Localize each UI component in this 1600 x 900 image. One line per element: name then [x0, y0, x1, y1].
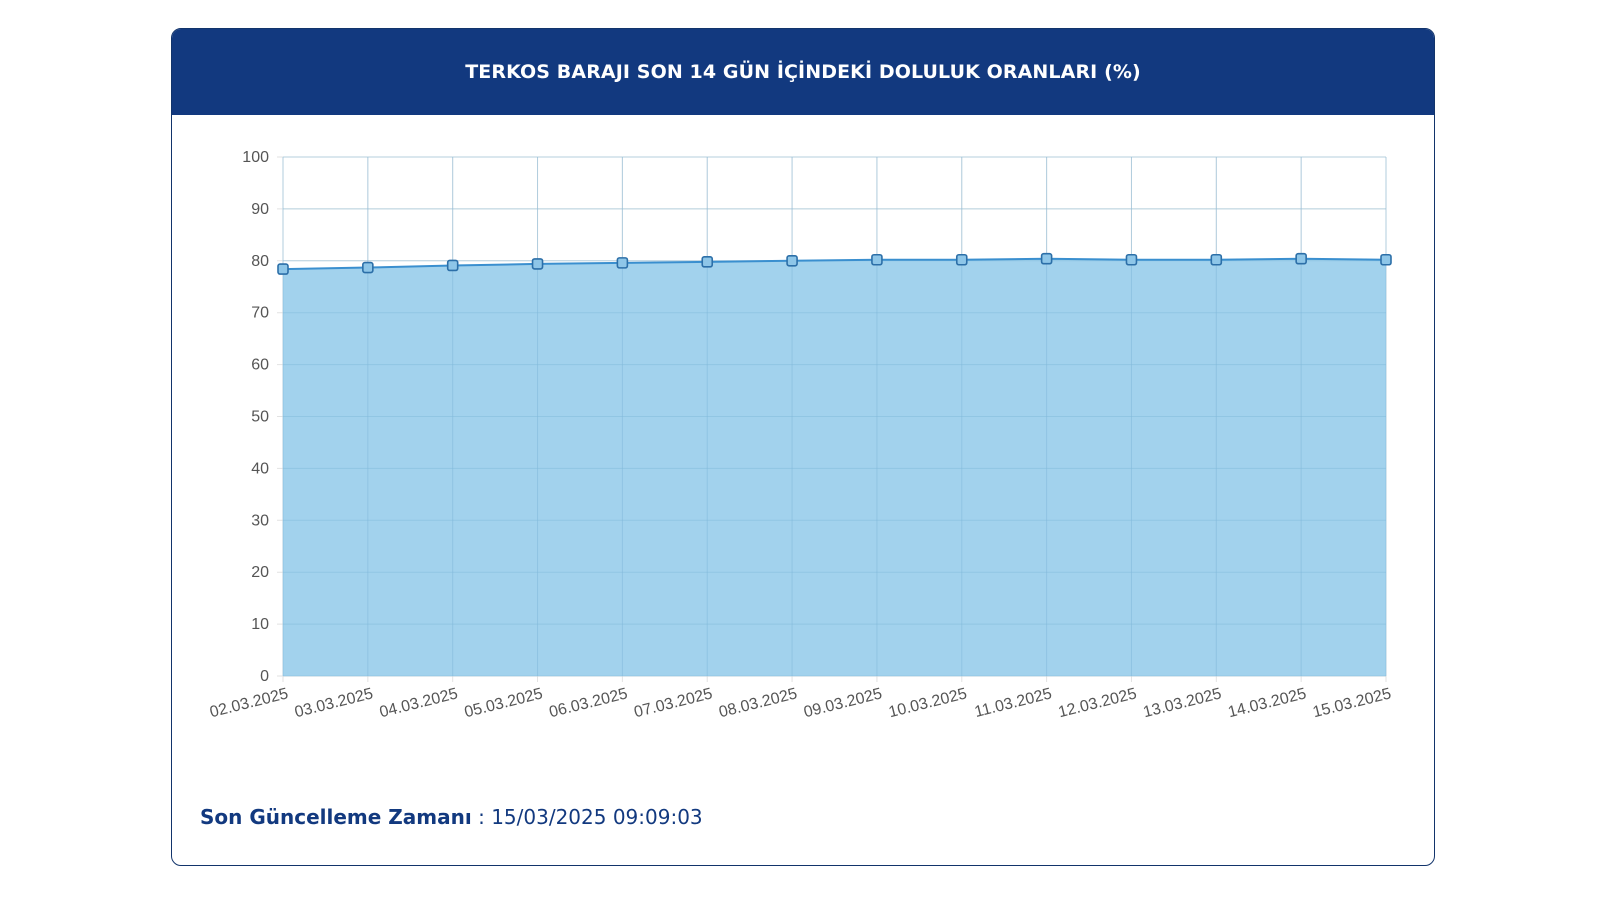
x-tick-label: 04.03.2025 [378, 685, 460, 721]
x-tick-label: 03.03.2025 [293, 685, 375, 721]
area-series [282, 156, 1387, 677]
x-tick-label: 11.03.2025 [973, 685, 1054, 721]
last-update: Son Güncelleme Zamanı : 15/03/2025 09:09… [200, 805, 703, 829]
data-point [531, 258, 544, 270]
x-tick-label: 06.03.2025 [548, 685, 630, 721]
y-tick-label: 100 [242, 149, 269, 166]
data-point [1380, 253, 1392, 266]
x-tick-label: 07.03.2025 [632, 685, 714, 721]
x-tick-label: 13.03.2025 [1141, 685, 1223, 721]
card-header: TERKOS BARAJI SON 14 GÜN İÇİNDEKİ DOLULU… [172, 29, 1434, 115]
y-tick-label: 50 [251, 409, 269, 426]
x-tick-label: 05.03.2025 [463, 685, 545, 721]
y-axis: 0 10 20 30 40 50 60 70 80 90 100 [242, 149, 269, 685]
x-tick-label: 14.03.2025 [1226, 685, 1308, 721]
x-tick-label: 12.03.2025 [1057, 685, 1139, 721]
data-point [701, 256, 714, 268]
y-tick-label: 70 [251, 305, 269, 322]
y-tick-label: 0 [260, 668, 269, 685]
y-tick-label: 40 [251, 460, 269, 477]
x-tick-label: 02.03.2025 [208, 685, 290, 721]
series-line [282, 257, 1387, 271]
y-tick-label: 10 [251, 616, 269, 633]
x-tick-label: 09.03.2025 [802, 685, 884, 721]
y-tick-label: 90 [251, 201, 269, 218]
y-tick-label: 20 [251, 564, 269, 581]
data-point [1040, 252, 1053, 265]
data-point [616, 257, 629, 269]
data-point [1125, 253, 1138, 266]
data-point [1295, 252, 1307, 265]
data-point [786, 255, 798, 267]
data-point [446, 259, 459, 272]
data-point [1210, 253, 1223, 266]
x-tick-label: 10.03.2025 [887, 685, 969, 721]
data-point [362, 261, 374, 274]
area-fill [283, 258, 1386, 676]
x-tick-label: 15.03.2025 [1311, 685, 1393, 721]
last-update-label: Son Güncelleme Zamanı [200, 805, 472, 829]
data-point [955, 253, 968, 266]
y-tick-label: 60 [251, 357, 269, 374]
data-point [871, 253, 883, 266]
last-update-separator: : [471, 805, 492, 829]
chart-title: TERKOS BARAJI SON 14 GÜN İÇİNDEKİ DOLULU… [465, 61, 1141, 83]
data-points [277, 252, 1392, 275]
y-tick-label: 80 [251, 253, 269, 270]
data-point [277, 263, 289, 275]
y-tick-label: 30 [251, 512, 269, 529]
x-axis: 02.03.2025 03.03.2025 04.03.2025 05.03.2025… [208, 685, 1393, 721]
last-update-value: 15/03/2025 09:09:03 [491, 805, 703, 829]
x-tick-label: 08.03.2025 [717, 685, 799, 721]
